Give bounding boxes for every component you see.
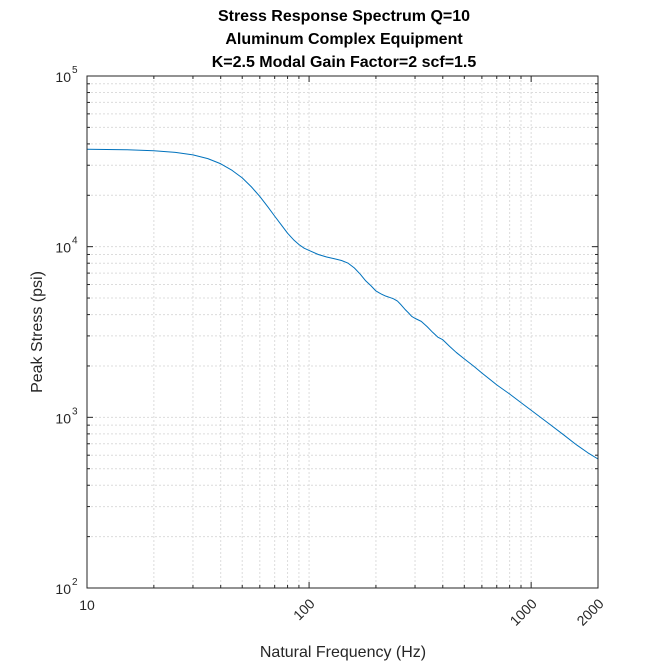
y-tick-label-exponent: 4 xyxy=(72,236,78,247)
series-line xyxy=(86,148,599,460)
y-tick-label: 10 xyxy=(55,581,71,597)
title-line-2: Aluminum Complex Equipment xyxy=(225,31,463,48)
chart-title: Stress Response Spectrum Q=10 Aluminum C… xyxy=(212,8,477,71)
y-tick-label: 10 xyxy=(55,410,71,426)
y-tick-label-exponent: 2 xyxy=(72,577,78,588)
data-series xyxy=(86,148,599,460)
y-tick-label: 10 xyxy=(55,69,71,85)
y-axis-label: Peak Stress (psi) xyxy=(29,271,46,393)
y-tick-label-exponent: 5 xyxy=(72,65,78,76)
y-tick-label-exponent: 3 xyxy=(72,406,78,417)
axes-box xyxy=(86,75,599,589)
x-tick-label: 10 xyxy=(79,597,95,613)
grid-lines xyxy=(87,76,598,588)
plot-area xyxy=(87,76,598,588)
axes-frame xyxy=(86,75,599,589)
y-tick-label: 10 xyxy=(55,240,71,256)
title-line-3: K=2.5 Modal Gain Factor=2 scf=1.5 xyxy=(212,54,477,71)
x-axis-label: Natural Frequency (Hz) xyxy=(260,644,426,661)
title-line-1: Stress Response Spectrum Q=10 xyxy=(218,8,470,25)
